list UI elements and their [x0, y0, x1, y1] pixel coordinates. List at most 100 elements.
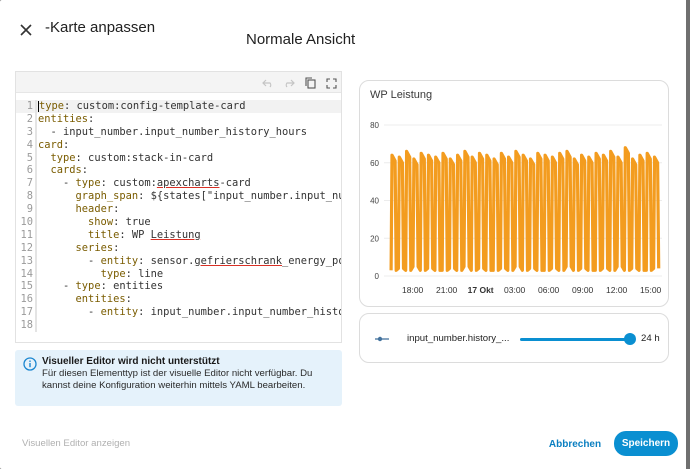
code-line[interactable]: 10 show: true: [16, 216, 341, 229]
code-line[interactable]: 13 - entity: sensor.gefrierschrank_energ…: [16, 254, 341, 268]
slider-icon: [375, 336, 389, 342]
line-text: series:: [75, 241, 120, 254]
gutter: [35, 164, 37, 178]
line-text: card:: [38, 138, 70, 151]
slider-entity-name: input_number.history_...: [407, 333, 510, 344]
line-text: entities:: [38, 112, 95, 125]
code-line[interactable]: 4 card:: [16, 138, 341, 152]
gutter: [35, 267, 37, 281]
code-line[interactable]: 7 - type: custom:apexcharts-card: [16, 177, 341, 191]
code-line[interactable]: 12 series:: [16, 241, 341, 255]
gutter: [35, 177, 37, 191]
yaml-editor[interactable]: 1 type: custom:config-template-card 2 entit…: [15, 71, 342, 343]
line-text: type: line: [100, 267, 164, 280]
x-tick-label: 03:00: [504, 285, 526, 295]
gutter: [35, 138, 37, 152]
gutter: [35, 112, 37, 126]
line-text: - type: custom:apexcharts-card: [38, 177, 251, 190]
gutter: [35, 151, 37, 165]
x-tick-label: 18:00: [402, 285, 424, 295]
code-line[interactable]: 9 header:: [16, 203, 341, 217]
backdrop-edge: [686, 0, 690, 469]
line-text: type: custom:config-template-card: [38, 100, 246, 112]
gutter: [35, 228, 37, 242]
code-line[interactable]: 17 - entity: input_number.input_number_h…: [16, 306, 341, 320]
code-line[interactable]: 14 type: line: [16, 267, 341, 281]
line-text: type: custom:stack-in-card: [50, 151, 214, 164]
line-text: - entity: sensor.gefrierschrank_energy_p…: [38, 254, 341, 267]
chart-preview-card: WP Leistung 0 20 40 60 80 18:00 21:00 17 Okt 03:…: [359, 80, 669, 307]
line-text: show: true: [88, 216, 151, 229]
fullscreen-icon[interactable]: [324, 76, 338, 90]
x-tick-label: 09:00: [572, 285, 594, 295]
y-tick-label: 20: [370, 234, 379, 243]
line-number: 17: [20, 306, 33, 319]
info-alert: Visueller Editor wird nicht unterstützt …: [15, 350, 342, 406]
info-icon: [23, 357, 37, 371]
gutter: [35, 190, 37, 204]
y-tick-label: 80: [370, 121, 379, 130]
gutter: [35, 293, 37, 307]
line-number: 15: [20, 280, 33, 293]
y-tick-label: 60: [370, 159, 379, 168]
code-line[interactable]: 15 - type: entities: [16, 280, 341, 294]
chart-title: WP Leistung: [370, 89, 433, 101]
code-line[interactable]: 2 entities:: [16, 112, 341, 126]
line-text: cards:: [50, 164, 89, 177]
line-number: 7: [26, 177, 33, 190]
code-line[interactable]: 11 title: WP Leistung: [16, 228, 341, 242]
undo-icon[interactable]: [261, 76, 275, 90]
copy-icon[interactable]: [303, 76, 317, 90]
line-number: 10: [20, 216, 33, 229]
gutter: [35, 280, 37, 294]
slider-handle[interactable]: [624, 333, 636, 345]
line-text: entities:: [75, 293, 132, 306]
x-tick-label: 12:00: [606, 285, 628, 295]
y-tick-label: 40: [370, 197, 379, 206]
code-line[interactable]: 3 - input_number.input_number_history_ho…: [16, 125, 341, 139]
code-line[interactable]: 6 cards:: [16, 164, 341, 178]
editor-toolbar: [16, 72, 341, 93]
gutter: [35, 254, 37, 268]
line-number: 13: [20, 254, 33, 267]
gutter: [35, 306, 37, 320]
line-number: 9: [26, 203, 33, 216]
gutter: [35, 100, 37, 113]
cancel-button[interactable]: Abbrechen: [548, 438, 602, 450]
gutter: [35, 319, 37, 333]
line-number: 6: [26, 164, 33, 177]
history-slider-card: input_number.history_... 24 h: [359, 313, 669, 363]
line-number: 3: [26, 125, 33, 138]
line-number: 5: [26, 151, 33, 164]
info-text: Für diesen Elementtyp ist der visuelle E…: [42, 368, 313, 391]
slider-track[interactable]: [520, 338, 630, 341]
save-button[interactable]: Speichern: [614, 431, 678, 456]
gutter: [35, 125, 37, 139]
x-tick-label: 21:00: [436, 285, 458, 295]
redo-icon[interactable]: [282, 76, 296, 90]
line-text: - input_number.input_number_history_hour…: [38, 125, 308, 138]
line-number: 2: [26, 112, 33, 125]
code-line[interactable]: 8 graph_span: ${states["input_number.inp…: [16, 190, 341, 204]
x-tick-label: 15:00: [640, 285, 662, 295]
show-visual-editor-button[interactable]: Visuellen Editor anzeigen: [22, 438, 131, 449]
dialog-title: -Karte anpassen: [45, 19, 156, 36]
close-button[interactable]: [14, 18, 38, 42]
gutter: [35, 241, 37, 255]
line-text: header:: [75, 203, 120, 216]
code-line[interactable]: 16 entities:: [16, 293, 341, 307]
line-text: - type: entities: [38, 280, 164, 293]
code-area[interactable]: 1 type: custom:config-template-card 2 entit…: [16, 100, 341, 333]
code-line[interactable]: 5 type: custom:stack-in-card: [16, 151, 341, 165]
y-tick-label: 0: [375, 272, 380, 281]
code-line[interactable]: 1 type: custom:config-template-card: [16, 100, 341, 113]
line-number: 1: [26, 100, 33, 112]
line-number: 8: [26, 190, 33, 203]
line-number: 14: [20, 267, 33, 280]
gutter: [35, 203, 37, 217]
line-text: graph_span: ${states["input_number.input…: [75, 190, 341, 203]
close-icon: [20, 24, 32, 36]
series-line: [389, 146, 661, 272]
view-title: Normale Ansicht: [246, 31, 356, 48]
code-line[interactable]: 18: [16, 319, 341, 333]
